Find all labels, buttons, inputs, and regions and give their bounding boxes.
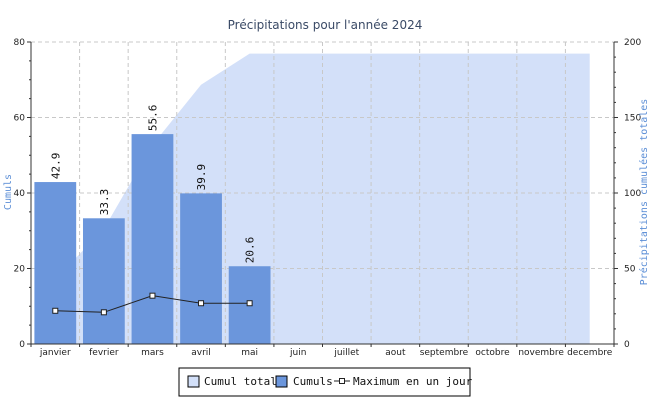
- x-tick-label-octobre: octobre: [475, 348, 510, 358]
- x-tick-label-janvier: janvier: [39, 348, 71, 358]
- x-tick-label-novembre: novembre: [518, 348, 564, 358]
- y-tick-label: 0: [19, 340, 25, 350]
- y2-tick-label: 200: [624, 38, 641, 48]
- maximum-point: [149, 292, 156, 299]
- bar-data-label: 39.9: [195, 164, 208, 191]
- maximum-point: [100, 309, 107, 316]
- max-line-layer: [52, 292, 253, 316]
- chart-title: Précipitations pour l'année 2024: [228, 18, 423, 32]
- legend-marker-maximum: [339, 378, 345, 384]
- bar-avril: [180, 193, 222, 344]
- bar-data-label: 20.6: [244, 237, 257, 264]
- x-tick-label-aout: aout: [385, 348, 406, 358]
- legend-swatch-cumuls: [275, 375, 288, 388]
- y2-axis-label: Précipitations cumulées totales: [638, 99, 650, 286]
- y-tick-label: 80: [14, 38, 26, 48]
- x-tick-label-decembre: decembre: [567, 348, 613, 358]
- bar-data-label: 33.3: [98, 189, 111, 216]
- y2-tick-label: 0: [624, 340, 630, 350]
- y-axis-label: Cumuls: [3, 174, 14, 210]
- bar-data-label: 42.9: [49, 153, 62, 180]
- bar-fevrier: [82, 218, 125, 344]
- legend: Cumul total Cumuls Maximum en un jour: [178, 367, 473, 397]
- maximum-point: [246, 300, 253, 307]
- y2-tick-label: 50: [624, 265, 636, 275]
- x-tick-label-mai: mai: [241, 348, 258, 358]
- maximum-point: [198, 300, 205, 307]
- bar-mars: [131, 134, 174, 344]
- grid-layer: [31, 41, 614, 344]
- x-tick-label-avril: avril: [191, 348, 211, 358]
- x-tick-label-juillet: juillet: [333, 348, 359, 358]
- y-tick-label: 60: [14, 114, 26, 124]
- y-tick-label: 40: [14, 189, 26, 199]
- x-tick-label-mars: mars: [141, 348, 164, 358]
- legend-label-cumuls: Cumuls: [293, 375, 333, 388]
- bar-janvier: [34, 182, 77, 344]
- legend-label-cumul-total: Cumul total: [204, 375, 277, 388]
- maximum-point: [52, 307, 59, 314]
- bar-data-label: 55.6: [146, 105, 159, 132]
- x-tick-label-septembre: septembre: [420, 348, 469, 358]
- y2-tick-label: 100: [624, 189, 641, 199]
- legend-swatch-cumul-total: [187, 375, 200, 388]
- x-tick-label-fevrier: fevrier: [89, 348, 119, 358]
- axes-layer: 0 20 40 60 80 0 50 100 150 200 janvier fevrier mars a…: [14, 38, 642, 358]
- y2-tick-label: 150: [624, 114, 641, 124]
- legend-box: [178, 367, 471, 397]
- y-tick-label: 20: [14, 265, 26, 275]
- legend-label-maximum: Maximum en un jour: [353, 375, 473, 388]
- x-tick-label-juin: juin: [289, 348, 306, 358]
